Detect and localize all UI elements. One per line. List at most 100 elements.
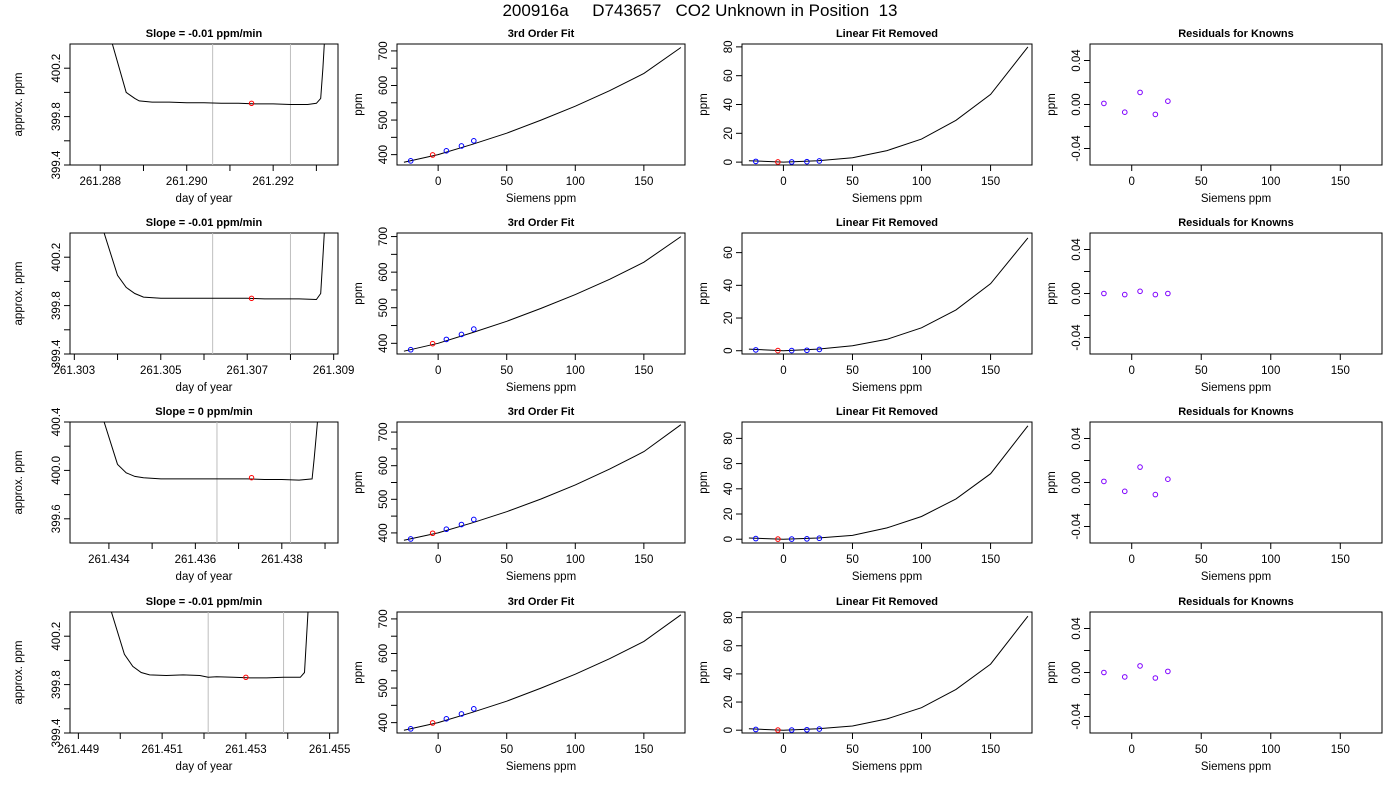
known-point — [458, 143, 465, 149]
x-tick-label: 150 — [634, 365, 653, 377]
x-tick-label: 100 — [1261, 176, 1280, 188]
x-tick-label: 0 — [435, 365, 441, 377]
x-tick-label: 0 — [780, 176, 786, 188]
x-tick-label: 0 — [1129, 176, 1135, 188]
unknown-point — [429, 152, 436, 158]
residual-point — [1137, 464, 1143, 470]
residual-point — [1101, 290, 1107, 297]
y-tick-label: 500 — [378, 110, 390, 129]
y-axis-label: ppm — [698, 471, 710, 493]
x-tick-label: 100 — [912, 365, 931, 377]
panel-title: 3rd Order Fit — [508, 596, 575, 608]
y-tick-label: 80 — [723, 611, 735, 624]
x-tick-label: 100 — [566, 176, 585, 188]
y-axis-label: ppm — [698, 93, 710, 115]
panel-title: Linear Fit Removed — [836, 596, 938, 608]
series-line — [748, 615, 1029, 731]
panel-title: Residuals for Knowns — [1178, 596, 1294, 608]
plot-frame — [1089, 611, 1383, 734]
known-point — [443, 336, 450, 343]
plot-frame — [1089, 421, 1383, 544]
x-axis-label: day of year — [176, 382, 233, 394]
y-tick-label: 399.4 — [51, 718, 63, 747]
x-tick-label: 50 — [500, 176, 513, 188]
y-tick-label: 399.4 — [51, 339, 63, 368]
y-tick-label: 60 — [723, 457, 735, 470]
y-tick-label: 400.4 — [51, 407, 63, 436]
plot-frame — [1089, 232, 1383, 355]
x-tick-label: 261.438 — [261, 554, 303, 566]
panel-title: 3rd Order Fit — [508, 217, 575, 229]
y-tick-label: 400 — [378, 713, 390, 732]
known-point — [458, 521, 465, 528]
y-tick-label: 0 — [723, 536, 735, 542]
plot-frame — [741, 43, 1033, 166]
panel-r4-c4: Residuals for Knowns 0 50 100 150 -0.04 0.00 0.… — [1046, 596, 1383, 773]
x-tick-label: 100 — [912, 744, 931, 756]
x-tick-label: 261.453 — [225, 744, 267, 756]
plot-area — [748, 425, 1029, 542]
x-tick-label: 100 — [566, 365, 585, 377]
panel-title: 3rd Order Fit — [508, 28, 575, 40]
x-axis-label: day of year — [176, 761, 233, 773]
known-point — [816, 535, 823, 542]
y-tick-label: 700 — [378, 609, 390, 628]
known-point — [407, 726, 414, 732]
plot-frame — [1089, 43, 1383, 166]
page-title: 200916a D743657 CO2 Unknown in Position … — [502, 1, 898, 20]
x-tick-label: 0 — [780, 554, 786, 566]
series-line — [110, 612, 309, 679]
x-axis-label: day of year — [176, 571, 233, 583]
y-tick-label: 399.8 — [51, 291, 63, 320]
x-tick-label: 261.303 — [54, 365, 96, 377]
y-tick-label: 60 — [723, 246, 735, 259]
x-axis-label: Siemens ppm — [506, 382, 576, 394]
y-tick-label: 20 — [723, 508, 735, 521]
panel-r1-c1: Slope = -0.01 ppm/min 261.288 261.290 261.2… — [13, 28, 339, 205]
x-tick-label: 0 — [1129, 554, 1135, 566]
series-line — [103, 233, 325, 301]
known-point — [788, 347, 795, 354]
residual-point — [1121, 291, 1128, 298]
y-tick-label: 0 — [723, 159, 735, 165]
y-tick-label: 399.8 — [51, 102, 63, 131]
x-tick-label: 261.309 — [313, 365, 355, 377]
y-tick-label: 500 — [378, 490, 390, 509]
residual-point — [1137, 288, 1143, 295]
known-point — [443, 716, 450, 722]
x-tick-label: 261.436 — [175, 554, 217, 566]
y-tick-label: -0.04 — [1071, 324, 1083, 351]
y-tick-label: 40 — [723, 279, 735, 292]
known-point — [443, 148, 450, 154]
plot-frame — [741, 232, 1033, 355]
plot-area — [1101, 663, 1171, 681]
panel-r2-c3: Linear Fit Removed 0 50 100 150 0 20 40 60 Siemen… — [698, 217, 1033, 394]
y-axis-label: ppm — [1046, 93, 1058, 115]
known-point — [816, 346, 823, 353]
x-tick-label: 50 — [1195, 365, 1208, 377]
x-axis-label: Siemens ppm — [852, 382, 922, 394]
x-tick-label: 0 — [435, 554, 441, 566]
selected-point — [248, 100, 255, 106]
x-tick-label: 0 — [780, 365, 786, 377]
y-tick-label: 500 — [378, 298, 390, 317]
panel-title: Linear Fit Removed — [836, 217, 938, 229]
y-tick-label: 400.2 — [51, 243, 63, 272]
x-tick-label: 150 — [1331, 744, 1350, 756]
plot-area — [1101, 288, 1171, 298]
known-point — [816, 158, 823, 164]
y-tick-label: 400 — [378, 334, 390, 353]
y-tick-label: 20 — [723, 127, 735, 140]
x-tick-label: 100 — [912, 176, 931, 188]
x-tick-label: 100 — [1261, 554, 1280, 566]
known-point — [753, 726, 759, 733]
panel-title: Residuals for Knowns — [1178, 406, 1294, 418]
y-tick-label: 399.8 — [51, 670, 63, 699]
plot-frame — [69, 611, 339, 734]
residual-point — [1165, 290, 1171, 297]
plot-frame — [741, 421, 1033, 544]
y-tick-label: 500 — [378, 678, 390, 697]
x-tick-label: 150 — [1331, 554, 1350, 566]
known-point — [788, 727, 795, 733]
